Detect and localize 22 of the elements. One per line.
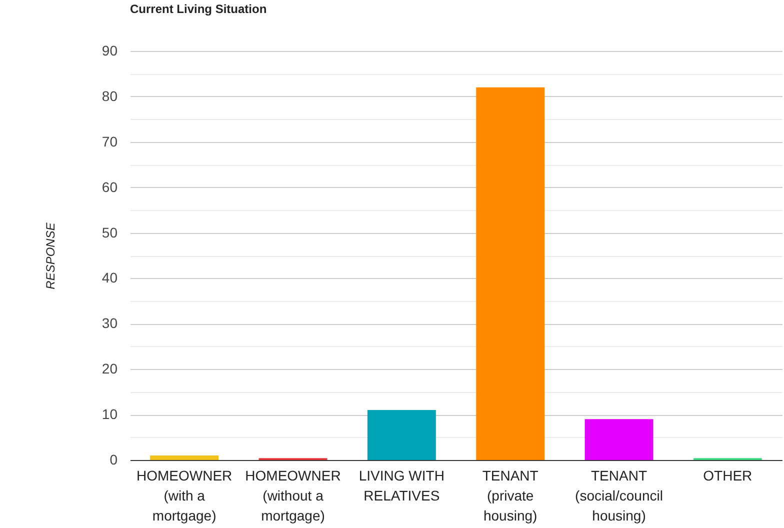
y-tick-label: 30	[102, 315, 118, 332]
y-tick-label: 70	[102, 133, 118, 150]
bar	[367, 410, 436, 460]
y-tick-label: 10	[102, 406, 118, 422]
y-tick-label: 40	[102, 270, 118, 286]
bar	[150, 455, 219, 460]
y-tick-label: 20	[102, 360, 118, 377]
chart-title: Current Living Situation	[130, 2, 267, 16]
bar	[584, 419, 654, 460]
bar	[476, 87, 545, 460]
y-tick-label: 50	[102, 224, 118, 240]
y-tick-label: 0	[110, 452, 118, 468]
x-tick-label: TENANT (social/council housing)	[575, 468, 663, 524]
y-tick-label: 60	[102, 178, 118, 195]
x-tick-label: TENANT (private housing)	[482, 468, 539, 524]
y-tick-label: 90	[102, 42, 118, 58]
x-tick-label: LIVING WITH RELATIVES	[358, 468, 444, 504]
x-tick-label: HOMEOWNER (without a mortgage)	[245, 468, 341, 524]
x-tick-label: HOMEOWNER (with a mortgage)	[136, 468, 232, 524]
y-tick-label: 80	[102, 88, 118, 104]
y-axis-title: RESPONSE	[44, 222, 58, 290]
x-tick-label: OTHER	[703, 468, 752, 484]
